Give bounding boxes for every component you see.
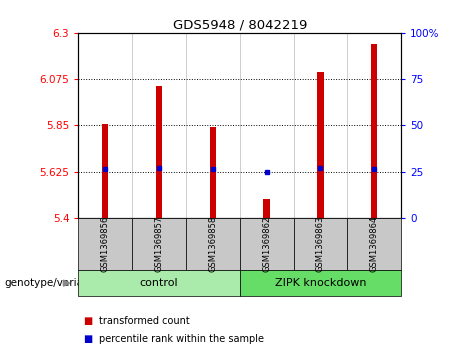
- Bar: [210, 127, 216, 218]
- Title: GDS5948 / 8042219: GDS5948 / 8042219: [172, 19, 307, 32]
- Text: percentile rank within the sample: percentile rank within the sample: [99, 334, 264, 344]
- Bar: [156, 86, 162, 218]
- Bar: [371, 44, 378, 218]
- Bar: [317, 72, 324, 218]
- Text: genotype/variation: genotype/variation: [5, 278, 104, 288]
- Text: ■: ■: [83, 334, 92, 344]
- Bar: [263, 199, 270, 218]
- Text: transformed count: transformed count: [99, 316, 190, 326]
- Bar: [102, 124, 108, 218]
- Text: control: control: [140, 278, 178, 288]
- Text: GSM1369864: GSM1369864: [370, 216, 378, 272]
- Text: GSM1369862: GSM1369862: [262, 216, 271, 272]
- Text: GSM1369858: GSM1369858: [208, 216, 217, 272]
- Text: ZIPK knockdown: ZIPK knockdown: [275, 278, 366, 288]
- Text: GSM1369863: GSM1369863: [316, 216, 325, 272]
- Text: GSM1369856: GSM1369856: [101, 216, 110, 272]
- Text: ■: ■: [83, 316, 92, 326]
- Text: GSM1369857: GSM1369857: [154, 216, 164, 272]
